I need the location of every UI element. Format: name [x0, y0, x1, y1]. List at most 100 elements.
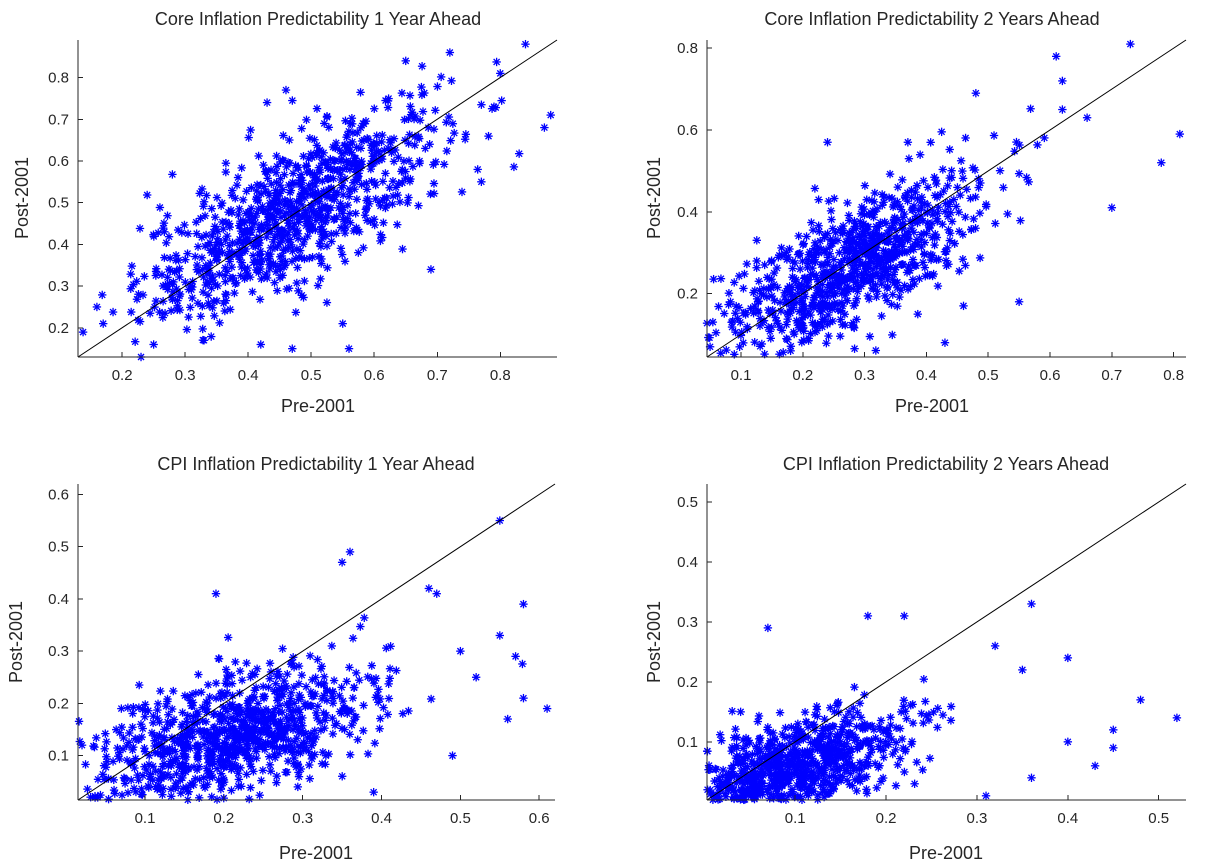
data-point — [164, 265, 174, 274]
data-point — [824, 778, 834, 787]
data-point — [100, 744, 109, 753]
data-point — [439, 160, 449, 169]
data-point — [772, 263, 782, 273]
data-point — [391, 183, 401, 192]
data-point — [186, 696, 195, 705]
data-point — [282, 743, 291, 753]
data-point — [375, 724, 384, 733]
data-point — [164, 710, 173, 719]
data-point — [906, 245, 915, 254]
data-point — [850, 682, 859, 692]
data-point — [191, 688, 201, 698]
data-point — [862, 757, 871, 766]
data-point — [270, 743, 279, 753]
data-point — [126, 269, 135, 279]
data-point — [818, 766, 827, 776]
data-point — [168, 170, 177, 179]
data-point — [272, 151, 281, 161]
data-point — [338, 319, 347, 328]
data-point — [300, 276, 309, 286]
data-point — [799, 274, 809, 283]
data-point — [210, 311, 219, 321]
data-point — [255, 791, 264, 800]
data-point — [871, 733, 880, 743]
data-point — [294, 679, 304, 688]
data-point — [971, 192, 980, 202]
data-point — [730, 278, 739, 287]
data-point — [245, 759, 255, 769]
data-point — [1175, 129, 1185, 139]
data-point — [383, 710, 393, 719]
data-point — [284, 284, 294, 293]
data-point — [990, 641, 1000, 651]
data-point — [199, 197, 209, 206]
data-point — [149, 340, 158, 349]
data-point — [943, 181, 952, 191]
data-point — [867, 196, 877, 205]
data-point — [837, 276, 846, 285]
data-point — [347, 119, 357, 129]
data-point — [222, 680, 232, 689]
data-point — [797, 305, 806, 315]
data-point — [855, 758, 865, 767]
data-point — [755, 777, 765, 786]
data-point — [503, 714, 512, 724]
data-point — [383, 96, 393, 106]
y-tick-label: 0.3 — [48, 278, 69, 295]
data-point — [297, 124, 306, 133]
data-point — [191, 712, 200, 721]
data-point — [903, 285, 913, 294]
data-point — [328, 729, 338, 739]
data-point — [521, 39, 530, 49]
data-point — [154, 780, 164, 790]
data-point — [276, 716, 285, 726]
data-point — [393, 220, 402, 229]
data-point — [863, 611, 873, 621]
data-point — [833, 699, 842, 708]
data-point — [258, 766, 268, 775]
x-tick-label: 0.5 — [1148, 810, 1169, 827]
data-point — [186, 303, 195, 312]
data-point — [355, 227, 364, 237]
data-point — [392, 666, 401, 675]
data-point — [270, 732, 279, 741]
data-point — [328, 687, 337, 696]
data-point — [270, 278, 279, 287]
x-tick-label: 0.8 — [490, 367, 511, 384]
data-point — [354, 248, 363, 257]
y-tick-label: 0.8 — [48, 70, 69, 87]
data-point — [888, 275, 897, 284]
data-point — [363, 672, 372, 682]
data-point — [736, 785, 746, 794]
x-tick-label: 0.2 — [876, 810, 897, 827]
data-point — [865, 271, 875, 280]
data-point — [842, 739, 851, 749]
data-point — [891, 723, 901, 733]
data-point — [286, 694, 295, 703]
data-point — [254, 241, 263, 250]
data-point — [989, 131, 999, 140]
data-point — [766, 334, 775, 343]
data-point — [800, 707, 810, 717]
data-point — [823, 732, 833, 742]
data-point — [197, 253, 207, 262]
data-point — [169, 686, 178, 696]
data-point — [243, 233, 252, 243]
data-point — [324, 206, 333, 215]
data-point — [958, 174, 968, 183]
data-point — [305, 168, 315, 177]
data-point — [277, 227, 287, 236]
data-point — [930, 191, 940, 200]
data-point — [362, 204, 371, 213]
data-point — [961, 133, 970, 143]
data-point — [388, 191, 398, 201]
data-point — [869, 725, 879, 734]
data-point — [209, 246, 218, 255]
data-point — [382, 193, 391, 203]
data-point — [891, 781, 901, 790]
data-point — [232, 730, 241, 739]
data-point — [261, 705, 271, 714]
data-point — [808, 263, 817, 273]
data-point — [259, 160, 268, 170]
data-point — [916, 197, 925, 207]
